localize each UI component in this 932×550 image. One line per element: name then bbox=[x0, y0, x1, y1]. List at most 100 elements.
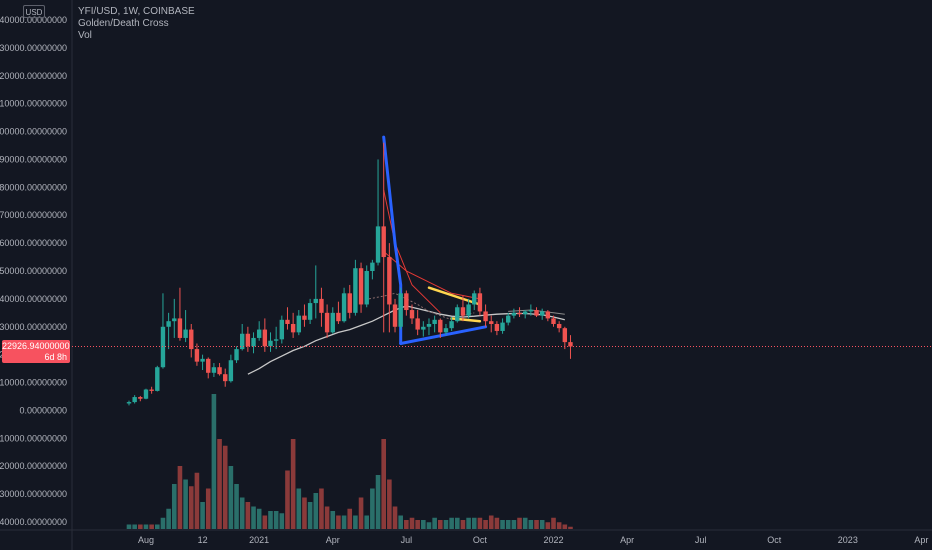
volume-bar bbox=[477, 517, 483, 529]
volume-bar bbox=[245, 502, 251, 529]
y-axis: 140000.00000000 130000.00000000 120000.000… bbox=[0, 15, 67, 527]
volume-bar bbox=[205, 488, 211, 529]
candle-body bbox=[200, 358, 205, 362]
candle-body bbox=[381, 226, 386, 258]
candle-body bbox=[489, 321, 494, 324]
symbol-line[interactable]: YFI/USD, 1W, COINBASE bbox=[78, 6, 195, 17]
candle-body bbox=[330, 312, 335, 333]
candle-body bbox=[392, 304, 398, 327]
candle-body bbox=[466, 304, 471, 316]
candle-body bbox=[426, 323, 432, 327]
volume-bar bbox=[471, 517, 477, 529]
candle-body bbox=[523, 311, 528, 315]
candle-body bbox=[262, 329, 268, 347]
candle-body bbox=[268, 340, 273, 347]
volume-bar bbox=[143, 524, 149, 529]
candle-body bbox=[307, 303, 313, 320]
x-tick-label: Apr bbox=[620, 535, 634, 545]
volume-bar bbox=[364, 515, 370, 529]
candle-body bbox=[245, 333, 251, 347]
indicator-volume[interactable]: Vol bbox=[78, 30, 92, 41]
volume-bar bbox=[132, 524, 137, 529]
volume-bar bbox=[370, 488, 375, 529]
candle-body bbox=[551, 318, 556, 324]
candle-body bbox=[364, 271, 369, 305]
volume-bar bbox=[324, 506, 330, 529]
red-trend-line bbox=[383, 251, 480, 300]
candle-body bbox=[132, 397, 137, 403]
y-tick-label: 70000.00000000 bbox=[0, 210, 67, 220]
volume-bar bbox=[228, 466, 234, 529]
candle-body bbox=[155, 367, 160, 391]
volume-bar bbox=[194, 472, 200, 529]
volume-bar bbox=[381, 439, 386, 529]
x-tick-label: Apr bbox=[326, 535, 340, 545]
candle-body bbox=[455, 307, 460, 322]
y-tick-label: 90000.00000000 bbox=[0, 154, 67, 164]
candle-body bbox=[228, 360, 234, 382]
candle-body bbox=[539, 311, 545, 316]
volume-bar bbox=[375, 475, 381, 529]
ma-line bbox=[247, 305, 565, 375]
candle-body bbox=[302, 315, 307, 320]
candle-body bbox=[223, 374, 228, 382]
candle-body bbox=[143, 389, 149, 399]
candle-body bbox=[494, 323, 500, 331]
volume-bar bbox=[398, 515, 403, 529]
volume-bar bbox=[341, 515, 347, 529]
candle-body bbox=[506, 315, 511, 323]
volume-bar bbox=[268, 511, 273, 529]
candle-body bbox=[138, 397, 143, 399]
blue-trend-line bbox=[399, 325, 488, 345]
volume-bar bbox=[517, 517, 522, 529]
candle-body bbox=[177, 318, 183, 338]
volume-bar bbox=[522, 517, 528, 529]
candle-body bbox=[211, 367, 217, 373]
volume-bar bbox=[319, 488, 324, 529]
volume-bar bbox=[290, 439, 296, 529]
candle-body bbox=[517, 312, 522, 315]
volume-bar bbox=[217, 439, 222, 529]
candle-body bbox=[347, 293, 352, 313]
volume-bar bbox=[138, 524, 143, 529]
x-tick-label: 2022 bbox=[543, 535, 563, 545]
candle-body bbox=[387, 257, 392, 305]
candle-body bbox=[421, 326, 426, 330]
candle-body bbox=[477, 293, 483, 312]
volume-bar bbox=[556, 522, 562, 529]
candle-body bbox=[183, 329, 188, 338]
candle-body bbox=[409, 310, 415, 319]
y-tick-label: 0.00000000 bbox=[19, 405, 67, 415]
volume-bar bbox=[336, 515, 341, 529]
volume-bar bbox=[568, 526, 573, 529]
currency-badge[interactable]: USD bbox=[23, 5, 45, 18]
volume-bar bbox=[171, 484, 177, 529]
volume-bar bbox=[404, 520, 409, 529]
volume-bar bbox=[460, 520, 466, 529]
trend-lines bbox=[382, 135, 488, 345]
y-tick-label: -20000.00000000 bbox=[0, 461, 67, 471]
candle-body bbox=[472, 293, 477, 305]
volume-bar bbox=[330, 511, 336, 529]
volume-bars bbox=[126, 394, 573, 529]
volume-bar bbox=[511, 520, 517, 529]
volume-bar bbox=[454, 517, 460, 529]
candle-body bbox=[511, 312, 517, 316]
volume-bar bbox=[160, 517, 166, 529]
indicator-golden-death-cross[interactable]: Golden/Death Cross bbox=[78, 18, 169, 29]
candle-body bbox=[415, 318, 420, 330]
x-tick-label: Jul bbox=[401, 535, 413, 545]
y-tick-label: -30000.00000000 bbox=[0, 489, 67, 499]
x-tick-label: Oct bbox=[767, 535, 782, 545]
last-price-value: 22926.94000000 bbox=[2, 341, 70, 351]
candle-body bbox=[432, 319, 437, 324]
candle-body bbox=[528, 310, 534, 312]
candle-body bbox=[234, 349, 239, 361]
volume-bar bbox=[438, 520, 443, 529]
candles bbox=[126, 142, 573, 406]
candle-body bbox=[562, 328, 568, 343]
candle-body bbox=[375, 226, 381, 263]
x-tick-label: Aug bbox=[138, 535, 154, 545]
